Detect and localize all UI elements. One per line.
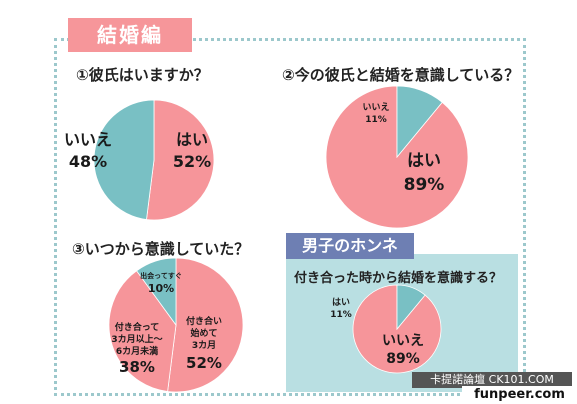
- chart4-title: 付き合った時から結婚を意識する？: [294, 271, 503, 286]
- chart3-label-3mo-line3: 3カ月: [192, 340, 216, 351]
- chart2-value-no: 11%: [365, 115, 387, 125]
- chart2-value-yes: 89%: [404, 175, 445, 195]
- chart3-value-3mo: 52%: [186, 354, 222, 372]
- chart4-label-no: いいえ: [382, 333, 424, 349]
- pie-slice-2-2: [396, 85, 443, 159]
- pie-slice-3-2: [108, 270, 177, 392]
- pie-slice-3-1: [167, 257, 244, 393]
- chart4-value-no: 89%: [386, 351, 420, 367]
- chart1-label-no: いいえ: [64, 130, 112, 149]
- pie-slice-1-1: [146, 99, 215, 221]
- chart3-label-3mo-line2: 始めて: [190, 327, 217, 339]
- chart2-title: ②今の彼氏と結婚を意識している？: [282, 66, 520, 84]
- pie-slice-3-3: [136, 257, 177, 327]
- chart3-label-3mo-line1: 付き合い: [186, 315, 222, 327]
- chart1-title: ①彼氏はいますか？: [76, 66, 209, 84]
- chart3-label-3to6-line3: 6カ月未満: [116, 345, 158, 357]
- watermark-bar: 卡提諾論壇 CK101.COM: [412, 372, 572, 388]
- chart3-label-3to6-line2: 3カ月以上～: [111, 333, 162, 345]
- chart1-pie: いいえ 48% はい 52%: [64, 99, 215, 221]
- section-title: 結婚編: [68, 18, 192, 52]
- pie-slice-1-2: [93, 99, 155, 220]
- chart3-pie: 出会ってすぐ 10% 付き合って 3カ月以上～ 6カ月未満 38% 付き合い 始…: [108, 257, 244, 393]
- chart2-label-no: いいえ: [362, 102, 389, 113]
- chart3-value-soon: 10%: [148, 282, 174, 295]
- chart3-value-3to6: 38%: [119, 358, 155, 376]
- chart4-pie: はい 11% いいえ 89%: [330, 284, 442, 374]
- chart1-label-yes: はい: [176, 130, 208, 149]
- chart1-value-yes: 52%: [173, 152, 211, 171]
- chart1-value-no: 48%: [69, 152, 107, 171]
- site-watermark: funpeer.com: [462, 386, 577, 404]
- chart3-label-3to6-line1: 付き合って: [115, 321, 160, 333]
- chart4-value-yes: 11%: [330, 310, 352, 320]
- section-frame: [54, 38, 526, 396]
- chart4-label-yes: はい: [332, 297, 350, 308]
- chart3-title: ③いつから意識していた？: [72, 240, 250, 258]
- chart2-label-yes: はい: [407, 151, 441, 171]
- chart2-pie: いいえ 11% はい 89%: [325, 85, 469, 229]
- chart3-label-soon: 出会ってすぐ: [140, 271, 182, 280]
- pie-slice-4-2: [396, 284, 426, 331]
- men-opinion-label: 男子のホンネ: [286, 233, 414, 259]
